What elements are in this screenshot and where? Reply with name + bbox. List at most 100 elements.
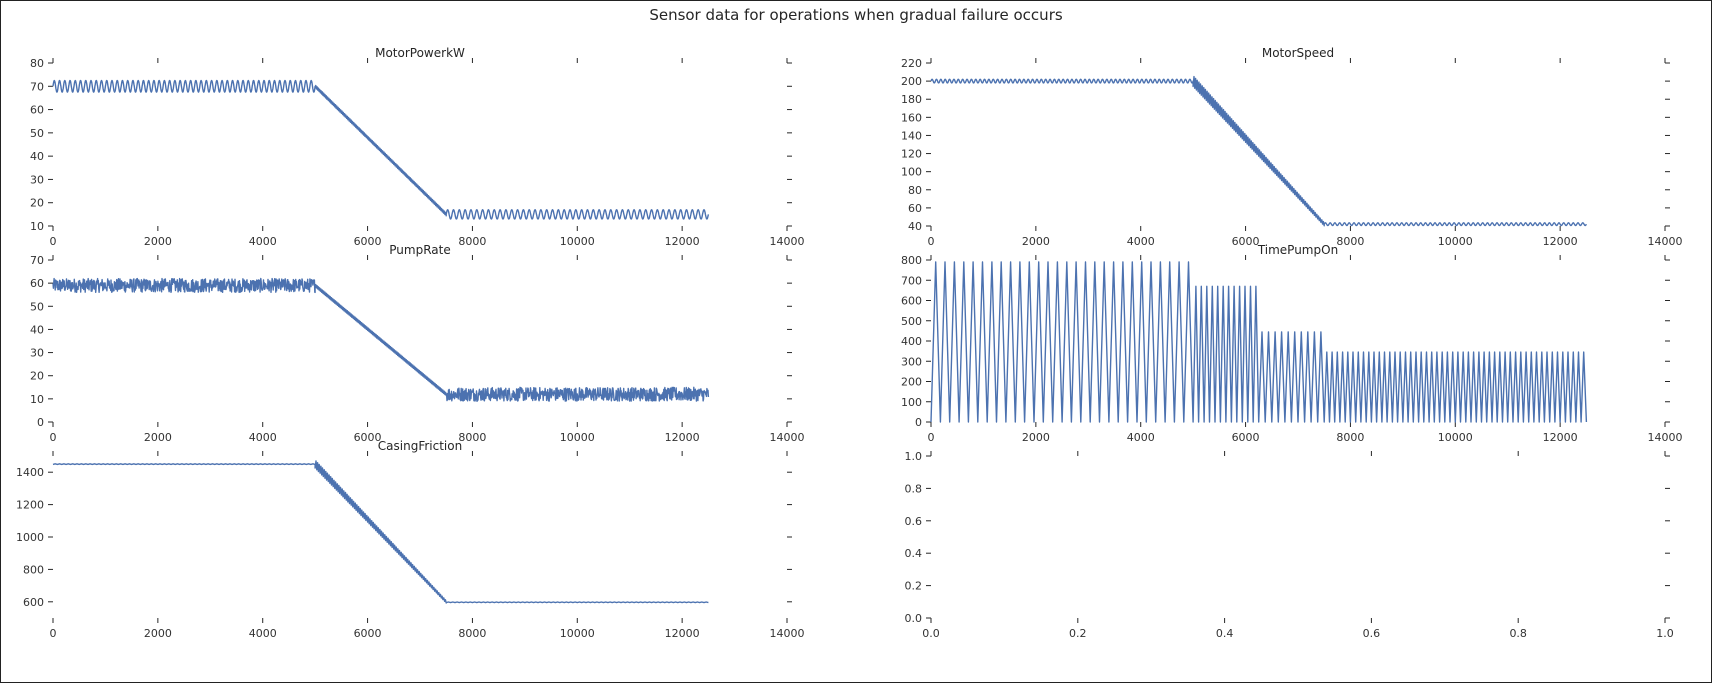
y-tick-label: 40 bbox=[30, 150, 44, 163]
x-tick-label: 14000 bbox=[770, 431, 805, 444]
panel-title: MotorPowerkW bbox=[375, 46, 465, 60]
x-tick-label: 2000 bbox=[144, 235, 172, 248]
x-tick-label: 4000 bbox=[249, 235, 277, 248]
y-tick-label: 0 bbox=[915, 416, 922, 429]
y-tick-label: 0 bbox=[37, 416, 44, 429]
x-tick-label: 2000 bbox=[1022, 431, 1050, 444]
x-tick-label: 10000 bbox=[560, 431, 595, 444]
y-tick-label: 30 bbox=[30, 347, 44, 360]
subplot-pumprate: 0 2000 4000 6000 8000 10000 12000 14000 0 10 20 30 4… bbox=[30, 243, 805, 444]
y-tick-label: 1200 bbox=[16, 499, 44, 512]
x-tick-label: 0.2 bbox=[1069, 627, 1087, 640]
y-tick-label: 70 bbox=[30, 80, 44, 93]
y-tick-label: 60 bbox=[908, 202, 922, 215]
x-tick-label: 0.4 bbox=[1216, 627, 1234, 640]
x-tick-label: 10000 bbox=[560, 627, 595, 640]
y-tick-label: 180 bbox=[901, 93, 922, 106]
x-tick-label: 6000 bbox=[354, 235, 382, 248]
y-tick-label: 10 bbox=[30, 393, 44, 406]
x-tick-label: 0.8 bbox=[1509, 627, 1527, 640]
y-tick-label: 800 bbox=[901, 254, 922, 267]
y-tick-label: 20 bbox=[30, 370, 44, 383]
y-tick-label: 700 bbox=[901, 274, 922, 287]
x-tick-label: 6000 bbox=[354, 627, 382, 640]
series-line bbox=[52, 79, 710, 220]
y-tick-label: 300 bbox=[901, 355, 922, 368]
y-tick-label: 80 bbox=[30, 57, 44, 70]
x-tick-label: 0 bbox=[928, 431, 935, 444]
y-tick-label: 40 bbox=[908, 220, 922, 233]
x-tick-label: 8000 bbox=[1336, 431, 1364, 444]
y-tick-label: 0.2 bbox=[905, 580, 923, 593]
x-tick-label: 0 bbox=[50, 627, 57, 640]
figure-suptitle: Sensor data for operations when gradual … bbox=[649, 6, 1063, 24]
x-tick-label: 6000 bbox=[1232, 235, 1260, 248]
panel-title: TimePumpOn bbox=[1257, 243, 1338, 257]
panel-title: PumpRate bbox=[389, 243, 450, 257]
y-tick-label: 50 bbox=[30, 127, 44, 140]
x-tick-label: 6000 bbox=[354, 431, 382, 444]
x-tick-label: 8000 bbox=[458, 627, 486, 640]
y-tick-label: 800 bbox=[23, 563, 44, 576]
x-tick-label: 0 bbox=[50, 431, 57, 444]
x-tick-label: 12000 bbox=[1543, 431, 1578, 444]
y-tick-label: 60 bbox=[30, 104, 44, 117]
series-line bbox=[52, 277, 710, 402]
subplot-empty: 0.0 0.2 0.4 0.6 0.8 1.0 0.0 0.2 0.4 0.6 0.8 1.0 bbox=[905, 450, 1674, 640]
x-tick-label: 14000 bbox=[770, 235, 805, 248]
y-tick-label: 120 bbox=[901, 148, 922, 161]
y-tick-label: 40 bbox=[30, 323, 44, 336]
y-tick-label: 200 bbox=[901, 376, 922, 389]
y-tick-label: 10 bbox=[30, 220, 44, 233]
x-tick-label: 6000 bbox=[1232, 431, 1260, 444]
x-tick-label: 4000 bbox=[249, 431, 277, 444]
x-tick-label: 0 bbox=[928, 235, 935, 248]
x-tick-label: 10000 bbox=[1438, 431, 1473, 444]
y-tick-label: 200 bbox=[901, 75, 922, 88]
y-tick-label: 600 bbox=[23, 596, 44, 609]
y-tick-label: 160 bbox=[901, 111, 922, 124]
x-tick-label: 0 bbox=[50, 235, 57, 248]
x-tick-label: 4000 bbox=[1127, 431, 1155, 444]
subplot-casingfriction: 0 2000 4000 6000 8000 10000 12000 14000 600 800 10… bbox=[16, 439, 805, 640]
y-tick-label: 1400 bbox=[16, 466, 44, 479]
x-tick-label: 8000 bbox=[458, 431, 486, 444]
panel-title: CasingFriction bbox=[378, 439, 462, 453]
x-tick-label: 8000 bbox=[1336, 235, 1364, 248]
x-tick-label: 2000 bbox=[1022, 235, 1050, 248]
series-line bbox=[930, 261, 1588, 423]
x-tick-label: 14000 bbox=[1648, 235, 1683, 248]
y-tick-label: 220 bbox=[901, 57, 922, 70]
x-tick-label: 10000 bbox=[1438, 235, 1473, 248]
series-line bbox=[930, 75, 1588, 227]
x-tick-label: 10000 bbox=[560, 235, 595, 248]
subplot-timepumpon: 0 2000 4000 6000 8000 10000 12000 14000 0 100 200 3… bbox=[901, 243, 1683, 444]
y-tick-label: 400 bbox=[901, 335, 922, 348]
x-tick-label: 12000 bbox=[665, 627, 700, 640]
y-tick-label: 1.0 bbox=[905, 450, 923, 463]
x-tick-label: 12000 bbox=[665, 431, 700, 444]
y-tick-label: 20 bbox=[30, 197, 44, 210]
y-tick-label: 0.4 bbox=[905, 547, 923, 560]
x-tick-label: 4000 bbox=[249, 627, 277, 640]
x-tick-label: 0.6 bbox=[1363, 627, 1381, 640]
x-tick-label: 8000 bbox=[458, 235, 486, 248]
panel-title: MotorSpeed bbox=[1262, 46, 1334, 60]
y-tick-label: 100 bbox=[901, 396, 922, 409]
x-tick-label: 12000 bbox=[1543, 235, 1578, 248]
y-tick-label: 500 bbox=[901, 315, 922, 328]
y-tick-label: 70 bbox=[30, 254, 44, 267]
y-tick-label: 50 bbox=[30, 300, 44, 313]
x-tick-label: 2000 bbox=[144, 627, 172, 640]
subplot-motorspeed: 0 2000 4000 6000 8000 10000 12000 14000 40 60 80 10… bbox=[901, 46, 1683, 248]
x-tick-label: 4000 bbox=[1127, 235, 1155, 248]
y-tick-label: 30 bbox=[30, 173, 44, 186]
y-tick-label: 140 bbox=[901, 129, 922, 142]
y-tick-label: 0.6 bbox=[905, 515, 923, 528]
subplot-motorpowerkw: 0 2000 4000 6000 8000 10000 12000 14000 10 20 30 40… bbox=[30, 46, 805, 248]
x-tick-label: 14000 bbox=[1648, 431, 1683, 444]
x-tick-label: 1.0 bbox=[1656, 627, 1674, 640]
y-tick-label: 60 bbox=[30, 277, 44, 290]
